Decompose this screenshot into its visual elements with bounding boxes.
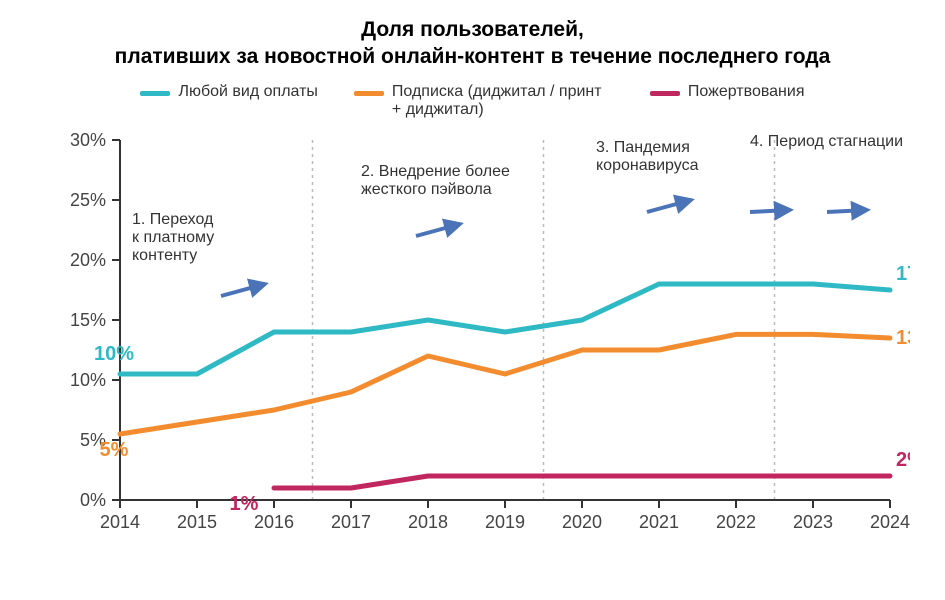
point-label: 2%	[896, 449, 910, 471]
legend-swatch	[140, 91, 170, 96]
x-tick-label: 2021	[639, 512, 679, 532]
x-tick-label: 2019	[485, 512, 525, 532]
series-subscription	[120, 334, 890, 434]
legend: Любой вид оплаты Подписка (диджитал / при…	[0, 83, 945, 119]
point-label: 10%	[94, 343, 134, 365]
arrow-icon	[827, 210, 867, 212]
annotation-text: контенту	[132, 247, 197, 264]
point-label: 13%	[896, 327, 910, 349]
legend-item: Подписка (диджитал / принт + диджитал)	[354, 83, 614, 119]
annotation-text: 4. Период стагнации	[750, 133, 903, 150]
arrow-icon	[416, 224, 460, 236]
x-tick-label: 2018	[408, 512, 448, 532]
annotation-text: 2. Внедрение более	[361, 163, 510, 180]
x-tick-label: 2016	[254, 512, 294, 532]
y-tick-label: 10%	[70, 370, 106, 390]
annotation-text: к платному	[132, 229, 214, 246]
point-label: 17%	[896, 263, 910, 285]
arrow-icon	[750, 210, 790, 212]
chart-title: Доля пользователей, плативших за новостн…	[0, 0, 945, 71]
x-tick-label: 2022	[716, 512, 756, 532]
y-tick-label: 30%	[70, 130, 106, 150]
legend-swatch	[354, 91, 384, 96]
arrow-icon	[221, 284, 265, 296]
legend-label: Пожертвования	[688, 83, 805, 101]
title-line-2: плативших за новостной онлайн-контент в …	[115, 45, 831, 68]
y-tick-label: 15%	[70, 310, 106, 330]
title-line-1: Доля пользователей,	[361, 18, 584, 41]
legend-label: Любой вид оплаты	[178, 83, 317, 101]
line-chart: 0% 5% 10% 15% 20% 25% 30% 2014 2015 2016 2017 2018 2…	[60, 130, 910, 560]
legend-swatch	[650, 91, 680, 96]
annotation-text: жесткого пэйвола	[361, 181, 492, 198]
x-tick-label: 2023	[793, 512, 833, 532]
point-label: 5%	[100, 439, 129, 461]
y-tick-label: 25%	[70, 190, 106, 210]
series-donations	[274, 476, 890, 488]
point-label: 1%	[230, 493, 259, 515]
y-tick-label: 0%	[80, 490, 106, 510]
x-tick-label: 2024	[870, 512, 910, 532]
annotation-text: коронавируса	[596, 157, 699, 174]
x-tick-label: 2017	[331, 512, 371, 532]
legend-item: Пожертвования	[650, 83, 805, 101]
x-tick-label: 2015	[177, 512, 217, 532]
legend-label: Подписка (диджитал / принт + диджитал)	[392, 83, 614, 119]
y-tick-label: 20%	[70, 250, 106, 270]
x-tick-label: 2014	[100, 512, 140, 532]
arrow-icon	[647, 200, 691, 212]
chart-svg: 0% 5% 10% 15% 20% 25% 30% 2014 2015 2016 2017 2018 2…	[60, 130, 910, 560]
annotation-text: 3. Пандемия	[596, 139, 690, 156]
annotation-text: 1. Переход	[132, 211, 214, 228]
x-tick-label: 2020	[562, 512, 602, 532]
legend-item: Любой вид оплаты	[140, 83, 317, 101]
